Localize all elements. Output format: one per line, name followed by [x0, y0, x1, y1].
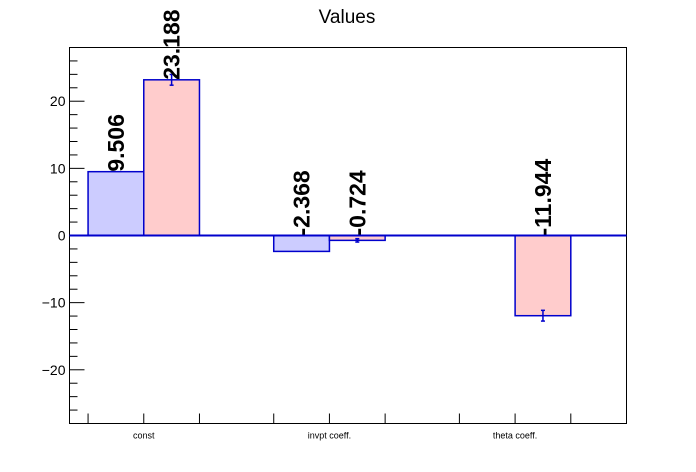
x-axis: const invpt coeff. theta coeff.	[87, 413, 572, 441]
error-bars	[169, 73, 545, 322]
chart-title: Values	[319, 7, 376, 28]
x-category-label: const	[133, 431, 155, 441]
data-labels: 9.506 -2.368 23.188 -0.724 -11.944	[103, 9, 556, 235]
bar	[87, 170, 145, 237]
bar	[272, 234, 331, 253]
bars	[87, 79, 572, 317]
data-label: -0.724	[344, 170, 370, 235]
x-category-label: theta coeff.	[493, 431, 537, 441]
bar	[514, 234, 572, 317]
bar	[143, 79, 201, 237]
y-tick-label: −10	[42, 295, 66, 311]
y-tick-label: 20	[50, 93, 66, 109]
y-tick-label: 10	[50, 160, 66, 176]
data-label: 23.188	[159, 9, 185, 80]
data-label: -2.368	[289, 170, 315, 235]
data-label: -11.944	[530, 159, 556, 236]
y-axis: −20 −10 0 10 20	[42, 47, 85, 424]
data-label: 9.506	[103, 114, 129, 172]
x-category-label: invpt coeff.	[308, 431, 351, 441]
y-tick-label: 0	[58, 228, 66, 244]
y-tick-label: −20	[42, 362, 66, 378]
